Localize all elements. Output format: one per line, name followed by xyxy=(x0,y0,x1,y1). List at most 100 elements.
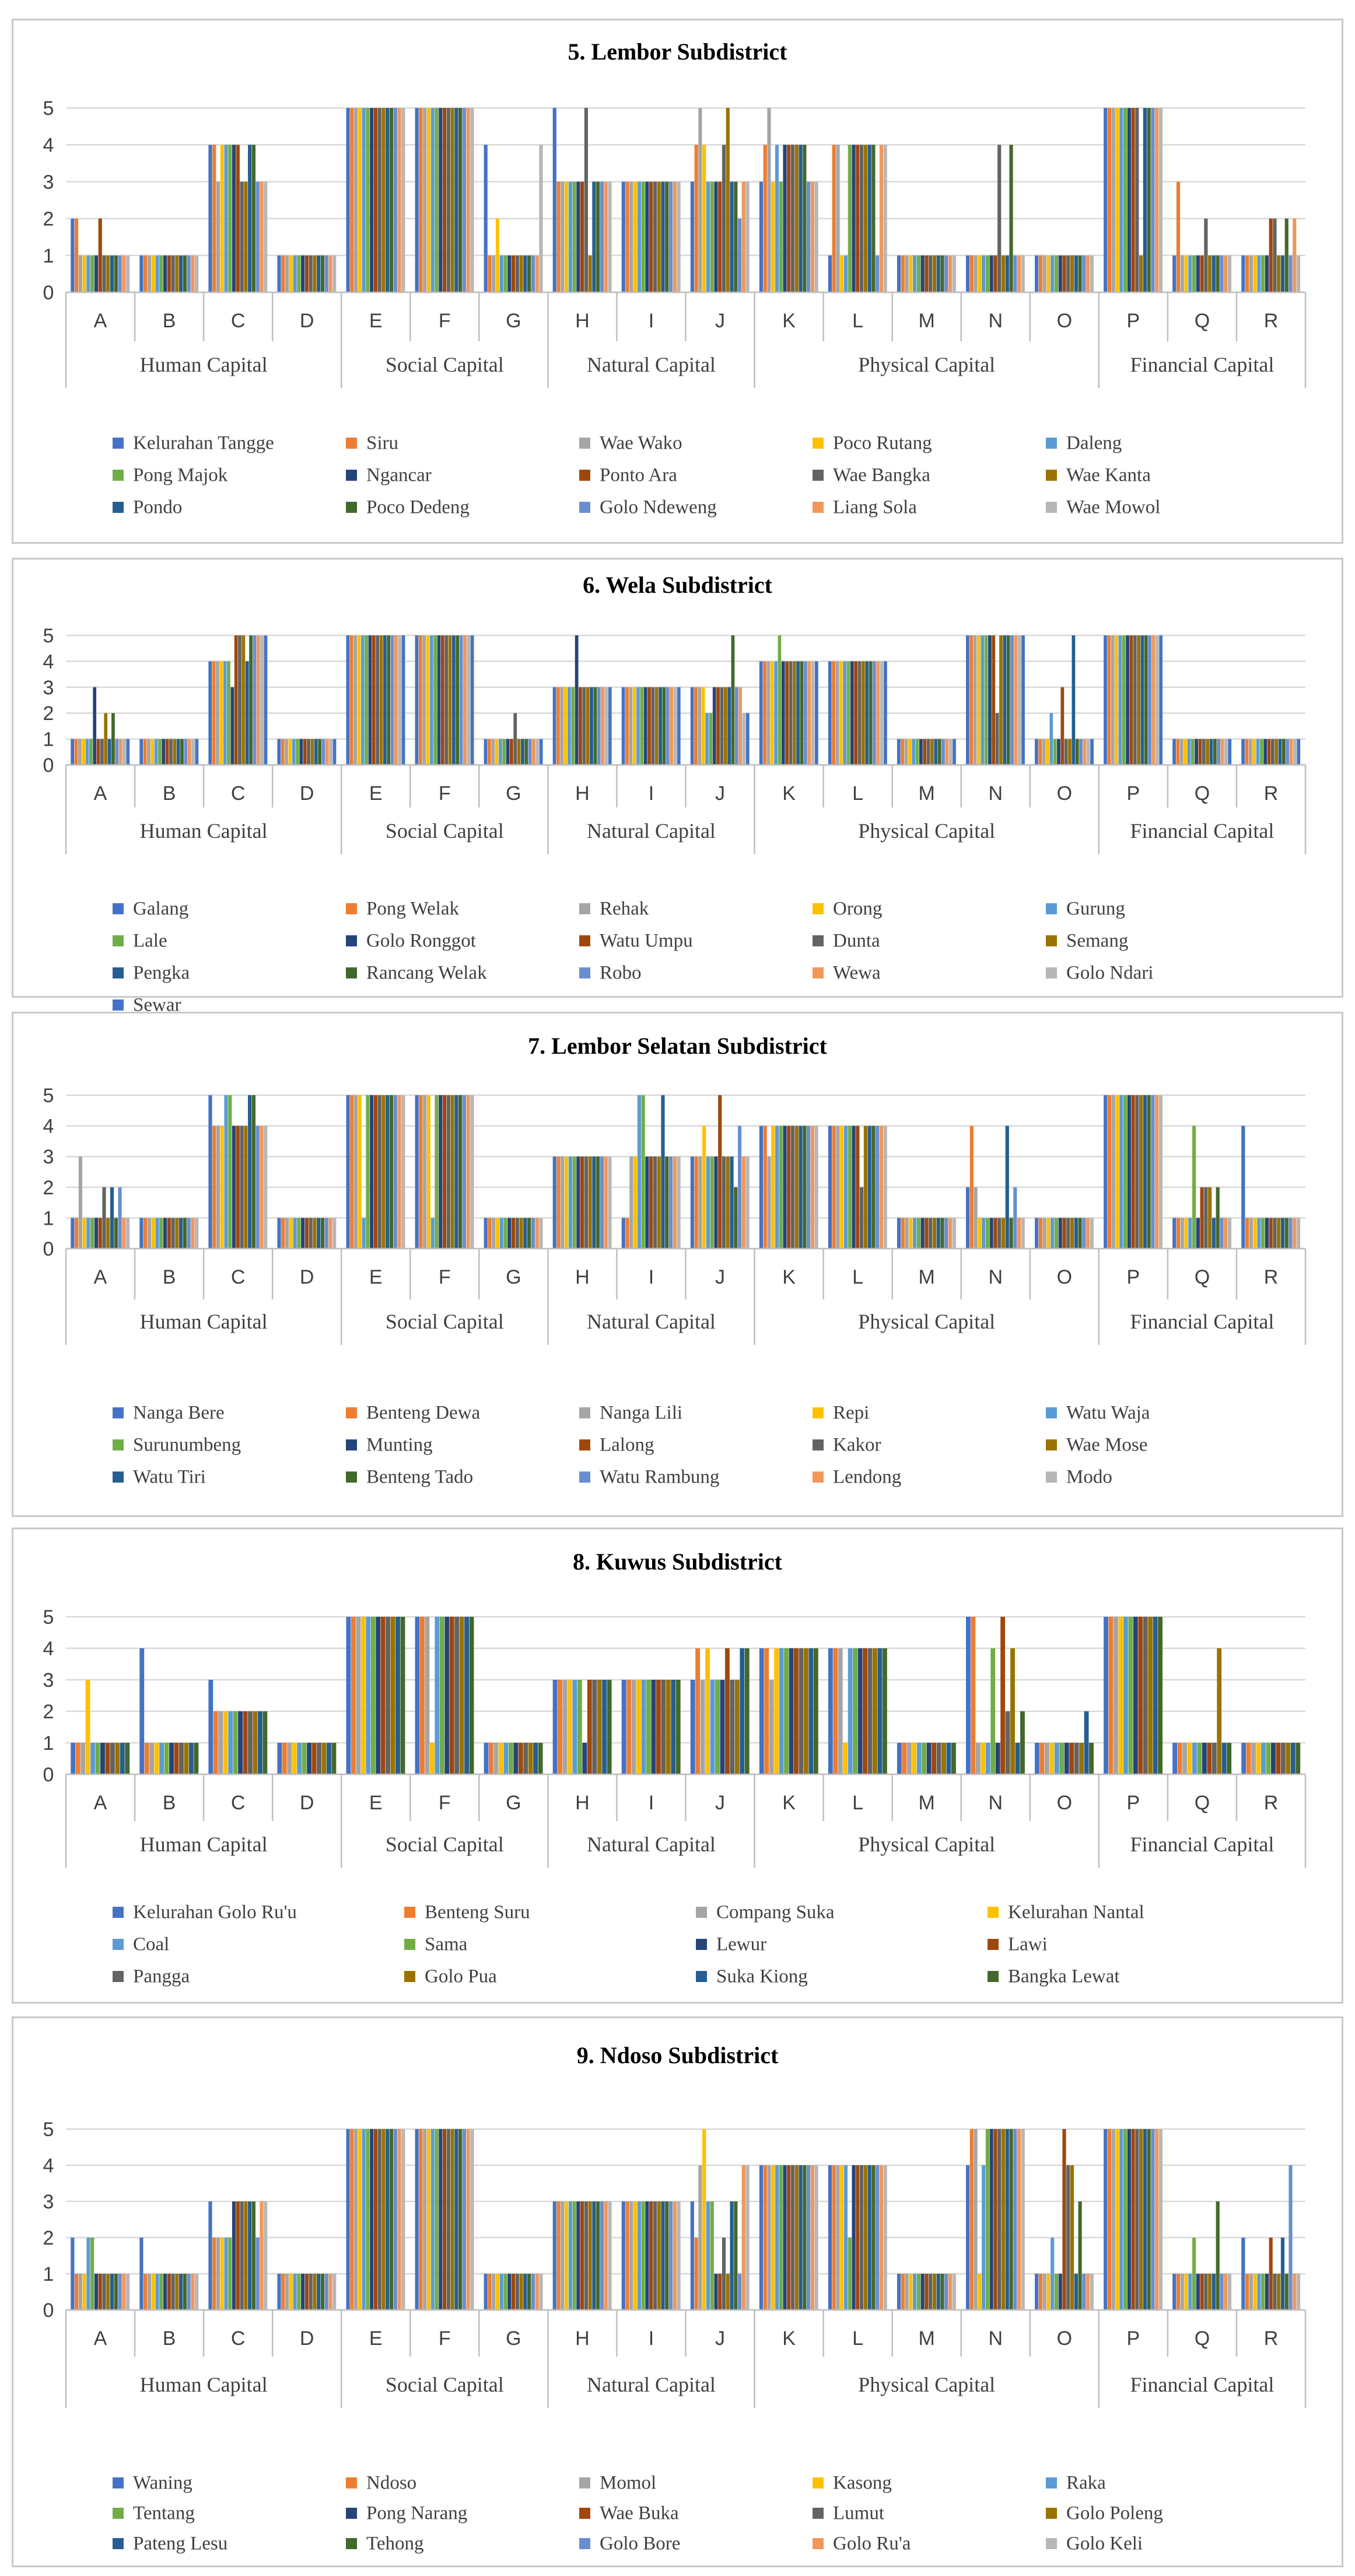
bar xyxy=(350,108,354,292)
legend-label: Golo Bore xyxy=(600,2533,681,2554)
bar xyxy=(714,181,718,292)
bar xyxy=(1261,1743,1266,1774)
bar xyxy=(224,1095,228,1249)
bar xyxy=(289,1218,293,1249)
bar xyxy=(365,635,368,765)
legend-swatch xyxy=(113,935,124,946)
bar xyxy=(745,713,750,765)
chart-title: 8. Kuwus Subdistrict xyxy=(573,1549,782,1575)
bar xyxy=(167,1218,171,1249)
bar xyxy=(114,1218,118,1249)
bar xyxy=(835,661,839,765)
bar xyxy=(531,1218,535,1249)
bar xyxy=(1275,739,1279,765)
bar xyxy=(493,1743,499,1774)
bar xyxy=(989,255,993,292)
bar xyxy=(241,635,246,765)
bar xyxy=(227,661,230,765)
bar xyxy=(446,108,450,292)
bar xyxy=(180,739,184,765)
bar xyxy=(1090,255,1094,292)
bar xyxy=(102,255,106,292)
bar xyxy=(1005,1711,1010,1774)
bar xyxy=(492,1218,496,1249)
legend-label: Kelurahan Golo Ru'u xyxy=(133,1902,297,1923)
bar xyxy=(930,739,934,765)
bar xyxy=(905,1218,909,1249)
category-label: D xyxy=(300,1792,314,1814)
bar xyxy=(867,2165,871,2310)
category-label: G xyxy=(506,1266,521,1288)
bar xyxy=(255,2238,260,2310)
legend-item: Lumut xyxy=(813,2499,884,2525)
bar xyxy=(1104,2129,1108,2310)
legend-item: Orong xyxy=(813,894,882,920)
bar xyxy=(912,739,916,765)
bar xyxy=(1126,635,1129,765)
bar xyxy=(715,1680,720,1774)
bar xyxy=(909,1218,913,1249)
legend-label: Nanga Lili xyxy=(600,1402,683,1424)
bar xyxy=(240,1126,244,1249)
bar xyxy=(710,2201,714,2310)
bar xyxy=(787,2165,791,2310)
legend-item: Modo xyxy=(1046,1463,1112,1488)
bar xyxy=(828,661,832,765)
bar xyxy=(539,145,543,292)
category-label: D xyxy=(300,2327,314,2350)
category-label: B xyxy=(163,1266,176,1288)
bar xyxy=(1196,1218,1200,1249)
bar xyxy=(484,739,488,765)
bar xyxy=(435,108,439,292)
bar xyxy=(1000,1617,1006,1774)
bar xyxy=(195,2274,199,2310)
bar xyxy=(836,2165,840,2310)
bar xyxy=(1051,2238,1055,2310)
bar xyxy=(738,687,743,765)
bar xyxy=(517,739,521,765)
bar xyxy=(1191,739,1195,765)
bar xyxy=(1115,1095,1119,1249)
legend-label: Lale xyxy=(133,930,167,952)
bar xyxy=(458,2129,463,2310)
bar xyxy=(164,1743,169,1774)
bar xyxy=(803,2165,807,2310)
bar xyxy=(604,687,608,765)
bar xyxy=(723,687,727,765)
bar xyxy=(346,2129,350,2310)
category-label: E xyxy=(369,2327,383,2350)
bar xyxy=(397,2129,401,2310)
legend-label: Poco Rutang xyxy=(833,432,932,454)
bar xyxy=(1017,635,1021,765)
bar xyxy=(151,1218,155,1249)
bar xyxy=(1151,2129,1155,2310)
legend-label: Benteng Tado xyxy=(366,1466,474,1488)
bar xyxy=(876,2165,880,2310)
legend-label: Pong Welak xyxy=(366,898,459,920)
bar xyxy=(852,2165,856,2310)
legend-label: Ndoso xyxy=(366,2472,417,2494)
category-label: A xyxy=(94,1266,107,1288)
bar xyxy=(873,1648,877,1774)
bar xyxy=(213,1711,218,1774)
bar xyxy=(734,1680,740,1774)
bar xyxy=(561,1156,565,1249)
bar xyxy=(838,1648,843,1774)
bar xyxy=(176,739,180,765)
bar xyxy=(1078,255,1082,292)
bar xyxy=(929,1218,933,1249)
bar xyxy=(513,713,517,765)
bar xyxy=(810,2165,814,2310)
bar xyxy=(532,739,535,765)
category-label: F xyxy=(439,1792,451,1814)
bar xyxy=(256,635,260,765)
bar xyxy=(183,2274,187,2310)
bar xyxy=(902,1743,907,1774)
category-label: N xyxy=(988,1266,1003,1288)
legend-label: Pong Majok xyxy=(133,464,228,486)
bar xyxy=(1035,255,1039,292)
legend-swatch xyxy=(1046,1439,1057,1450)
legend-label: Waning xyxy=(133,2472,192,2494)
category-label: P xyxy=(1127,2327,1140,2350)
bar xyxy=(592,181,596,292)
